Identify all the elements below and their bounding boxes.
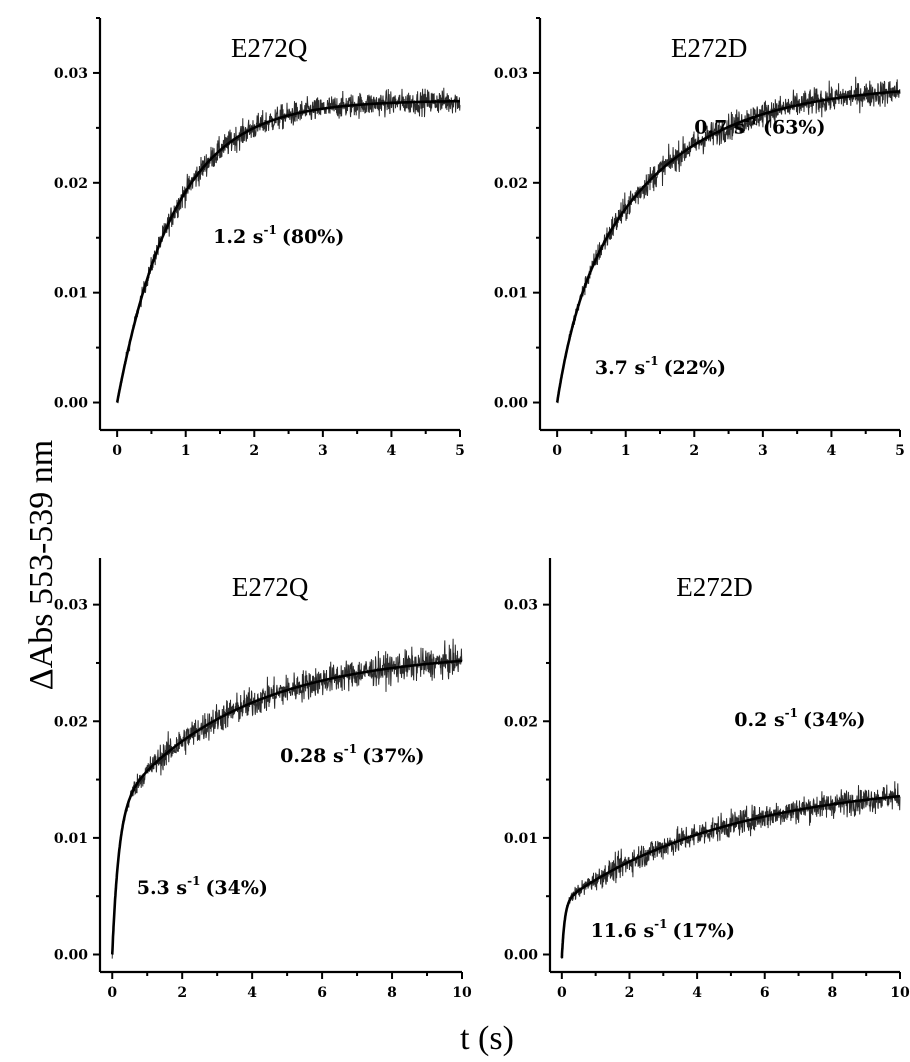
x-tick-label: 1	[621, 443, 631, 459]
rate-value: 1.2 s	[213, 226, 263, 248]
x-tick-label: 0	[107, 985, 117, 1001]
y-tick-label: 0.02	[504, 714, 538, 730]
rate-percent: (63%)	[763, 116, 825, 138]
rate-unit-exponent: -1	[344, 742, 357, 756]
x-tick-label: 5	[455, 443, 465, 459]
y-tick-label: 0.02	[54, 714, 88, 730]
rate-value: 0.28 s	[280, 745, 344, 767]
x-tick-label: 8	[827, 985, 837, 1001]
rate-value: 5.3 s	[137, 877, 187, 899]
x-tick-label: 3	[318, 443, 328, 459]
rate-unit-exponent: -1	[745, 113, 758, 127]
x-tick-label: 0	[557, 985, 567, 1001]
rate-percent: (80%)	[282, 226, 344, 248]
rate-annotation: 5.3 s-1 (34%)	[137, 874, 268, 899]
rate-unit-exponent: -1	[264, 223, 277, 237]
rate-unit-exponent: -1	[645, 354, 658, 368]
x-tick-label: 2	[689, 443, 699, 459]
data-trace	[111, 638, 463, 959]
rate-value: 11.6 s	[591, 920, 655, 942]
x-tick-label: 1	[181, 443, 191, 459]
fit-curve	[560, 794, 901, 959]
y-tick-label: 0.03	[494, 66, 528, 82]
rate-percent: (34%)	[803, 709, 865, 731]
y-tick-label: 0.02	[54, 176, 88, 192]
x-tick-label: 6	[317, 985, 327, 1001]
x-tick-label: 8	[387, 985, 397, 1001]
x-tick-label: 4	[827, 443, 837, 459]
rate-annotation: 1.2 s-1 (80%)	[213, 223, 344, 248]
shared-y-axis-label: ΔAbs 553-539 nm	[23, 440, 60, 690]
y-tick-label: 0.01	[54, 286, 88, 302]
rate-unit-exponent: -1	[785, 706, 798, 720]
y-tick-label: 0.00	[504, 948, 538, 964]
x-tick-label: 2	[249, 443, 259, 459]
shared-x-axis-label: t (s)	[460, 1020, 514, 1057]
x-tick-label: 3	[758, 443, 768, 459]
x-tick-label: 4	[247, 985, 257, 1001]
rate-annotation: 0.2 s-1 (34%)	[734, 706, 865, 731]
x-tick-label: 4	[387, 443, 397, 459]
y-tick-label: 0.03	[54, 598, 88, 614]
x-tick-label: 5	[895, 443, 905, 459]
rate-value: 0.2 s	[734, 709, 784, 731]
panel-title: E272D	[671, 33, 748, 63]
chart-panel-1: 0 1 2 3 4 5 0.00 0.01 0.02 0.03 E272Q 1.2 s-1 (80%)	[54, 17, 465, 459]
rate-annotation: 0.28 s-1 (37%)	[280, 742, 424, 767]
panel-title: E272Q	[232, 572, 309, 602]
rate-annotation: 0.7 s-1 (63%)	[694, 113, 825, 138]
x-tick-label: 4	[692, 985, 702, 1001]
rate-annotation: 11.6 s-1 (17%)	[591, 917, 735, 942]
rate-annotation: 3.7 s-1 (22%)	[595, 354, 726, 379]
x-tick-label: 0	[552, 443, 562, 459]
x-tick-label: 0	[112, 443, 122, 459]
rate-unit-exponent: -1	[187, 874, 200, 888]
rate-percent: (22%)	[664, 357, 726, 379]
x-tick-label: 10	[452, 985, 472, 1001]
data-trace	[116, 87, 461, 401]
rate-percent: (34%)	[205, 877, 267, 899]
rate-unit-exponent: -1	[654, 917, 667, 931]
data-trace	[561, 781, 901, 959]
y-tick-label: 0.00	[54, 396, 88, 412]
fit-curve	[115, 99, 461, 404]
y-tick-label: 0.03	[504, 598, 538, 614]
rate-value: 0.7 s	[694, 116, 744, 138]
y-tick-label: 0.03	[54, 66, 88, 82]
panel-title: E272D	[676, 572, 753, 602]
panel-title: E272Q	[231, 33, 308, 63]
x-tick-label: 6	[760, 985, 770, 1001]
y-tick-label: 0.00	[494, 396, 528, 412]
rate-percent: (37%)	[362, 745, 424, 767]
y-tick-label: 0.01	[494, 286, 528, 302]
fit-curve	[110, 659, 463, 955]
x-tick-label: 2	[177, 985, 187, 1001]
y-tick-label: 0.00	[54, 948, 88, 964]
rate-value: 3.7 s	[595, 357, 645, 379]
y-tick-label: 0.02	[494, 176, 528, 192]
rate-percent: (17%)	[673, 920, 735, 942]
x-tick-label: 2	[625, 985, 635, 1001]
y-tick-label: 0.01	[504, 831, 538, 847]
y-tick-label: 0.01	[54, 831, 88, 847]
fit-curve	[555, 90, 901, 404]
x-tick-label: 10	[890, 985, 910, 1001]
